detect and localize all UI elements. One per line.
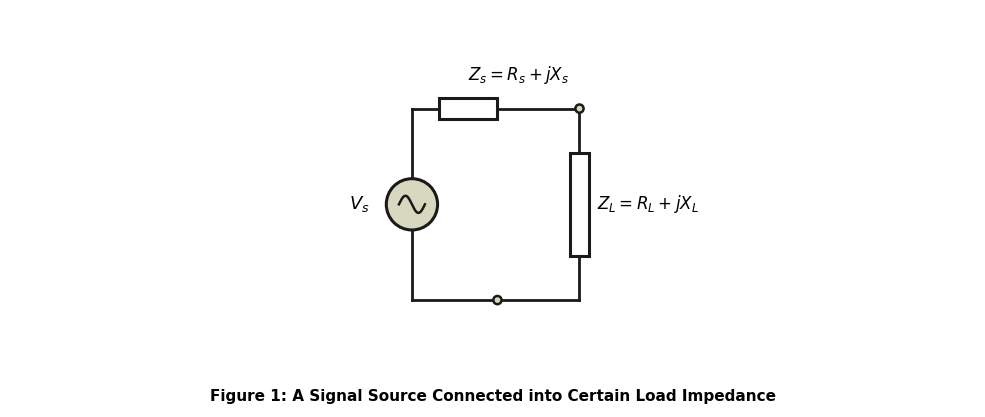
- Bar: [570, 153, 589, 256]
- Text: Figure 1: A Signal Source Connected into Certain Load Impedance: Figure 1: A Signal Source Connected into…: [210, 389, 775, 404]
- Text: $Z_L=R_L+jX_L$: $Z_L=R_L+jX_L$: [598, 193, 699, 215]
- Circle shape: [575, 105, 583, 113]
- Text: $Z_s=R_s+jX_s$: $Z_s=R_s+jX_s$: [468, 64, 569, 86]
- Bar: [439, 98, 497, 119]
- Circle shape: [386, 178, 437, 230]
- Circle shape: [493, 296, 501, 304]
- Text: $V_s$: $V_s$: [349, 194, 369, 214]
